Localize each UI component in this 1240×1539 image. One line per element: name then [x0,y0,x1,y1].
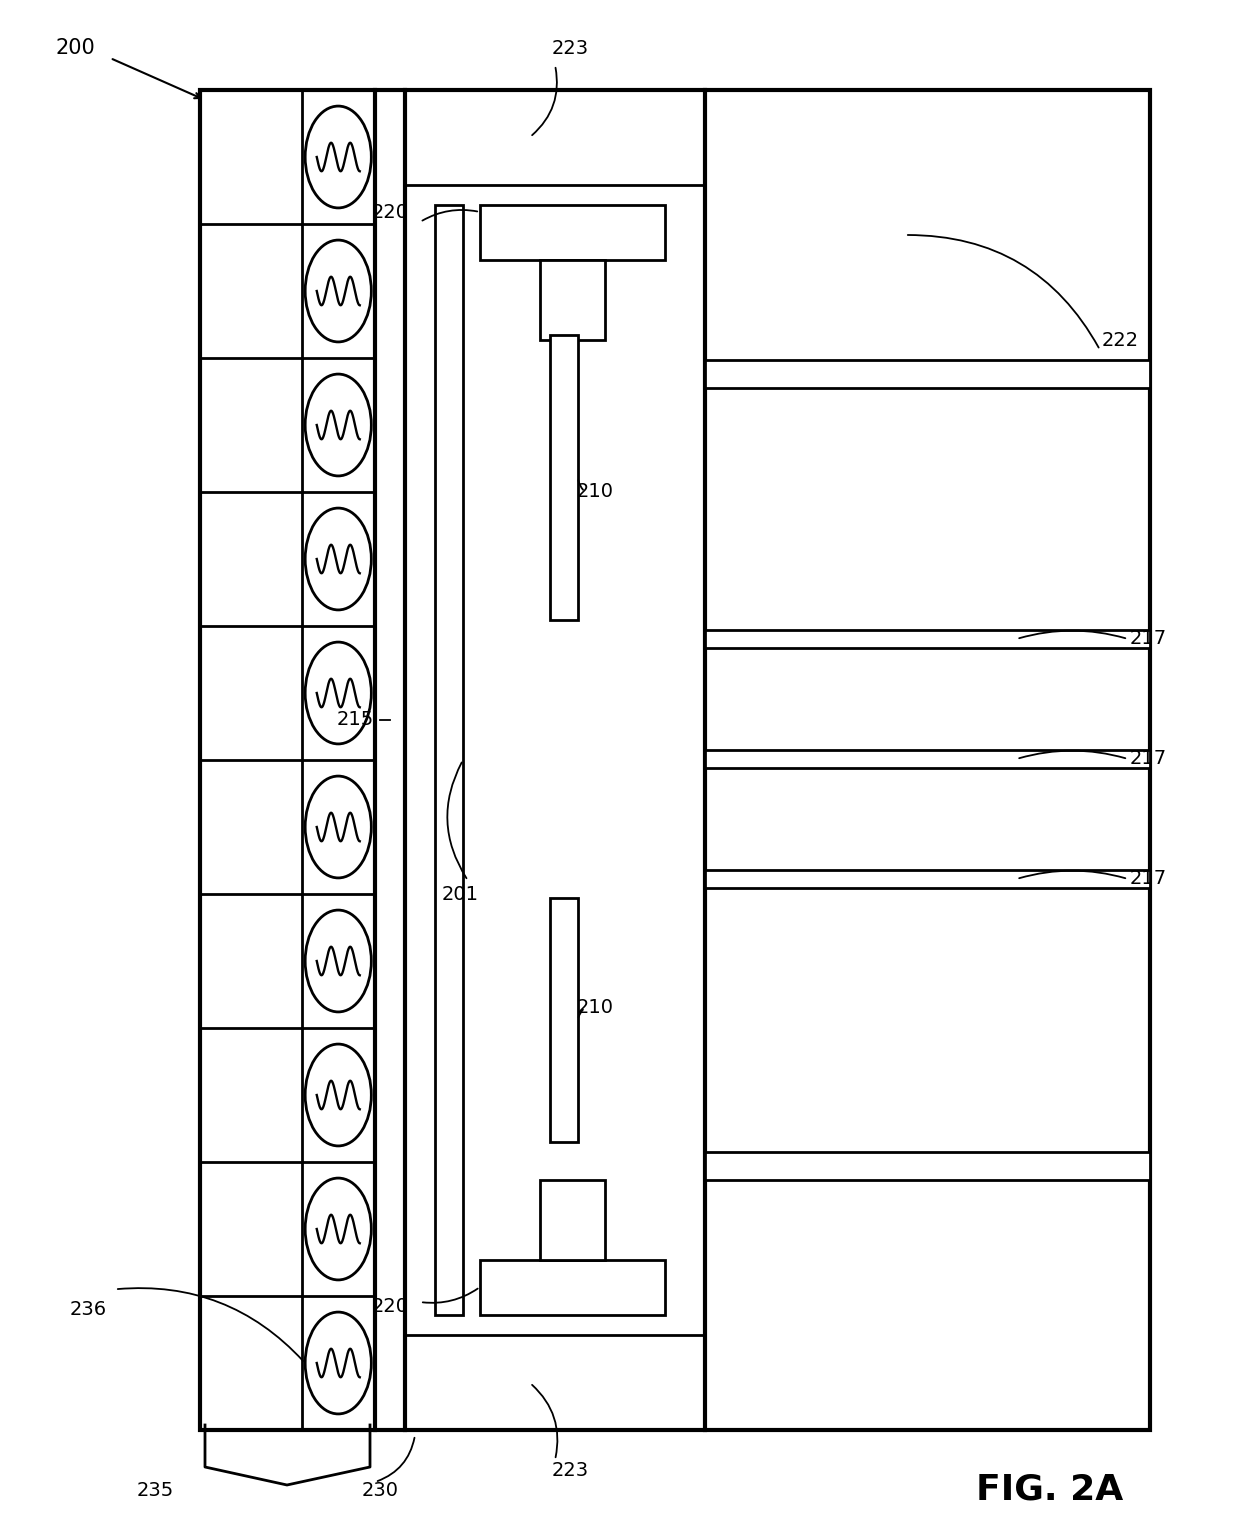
Bar [480,205,665,260]
Text: 215: 215 [336,711,373,729]
Text: 201: 201 [441,885,479,903]
Bar [706,749,1149,768]
Bar [706,870,1149,888]
Text: 235: 235 [136,1481,174,1499]
Bar [539,260,605,340]
Text: 223: 223 [552,1461,589,1479]
Text: 210: 210 [577,482,614,502]
Text: 217: 217 [1130,749,1167,768]
Bar [551,336,578,620]
Text: 220: 220 [372,203,408,222]
Bar [706,629,1149,648]
Text: 210: 210 [577,999,614,1017]
Bar [200,89,1149,1430]
Bar [706,360,1149,388]
Text: 222: 222 [1101,331,1138,349]
Text: FIG. 2A: FIG. 2A [976,1473,1123,1507]
Bar [480,1260,665,1314]
Text: 217: 217 [1130,870,1167,888]
Bar [706,1153,1149,1180]
Text: 217: 217 [1130,629,1167,648]
Text: 230: 230 [362,1481,398,1499]
Text: 220: 220 [372,1297,408,1316]
Text: 223: 223 [552,38,589,57]
Bar [539,1180,605,1260]
Text: 236: 236 [69,1300,107,1319]
Bar [551,897,578,1142]
Bar [435,205,463,1314]
Bar [405,89,1240,185]
Text: 200: 200 [55,38,95,58]
